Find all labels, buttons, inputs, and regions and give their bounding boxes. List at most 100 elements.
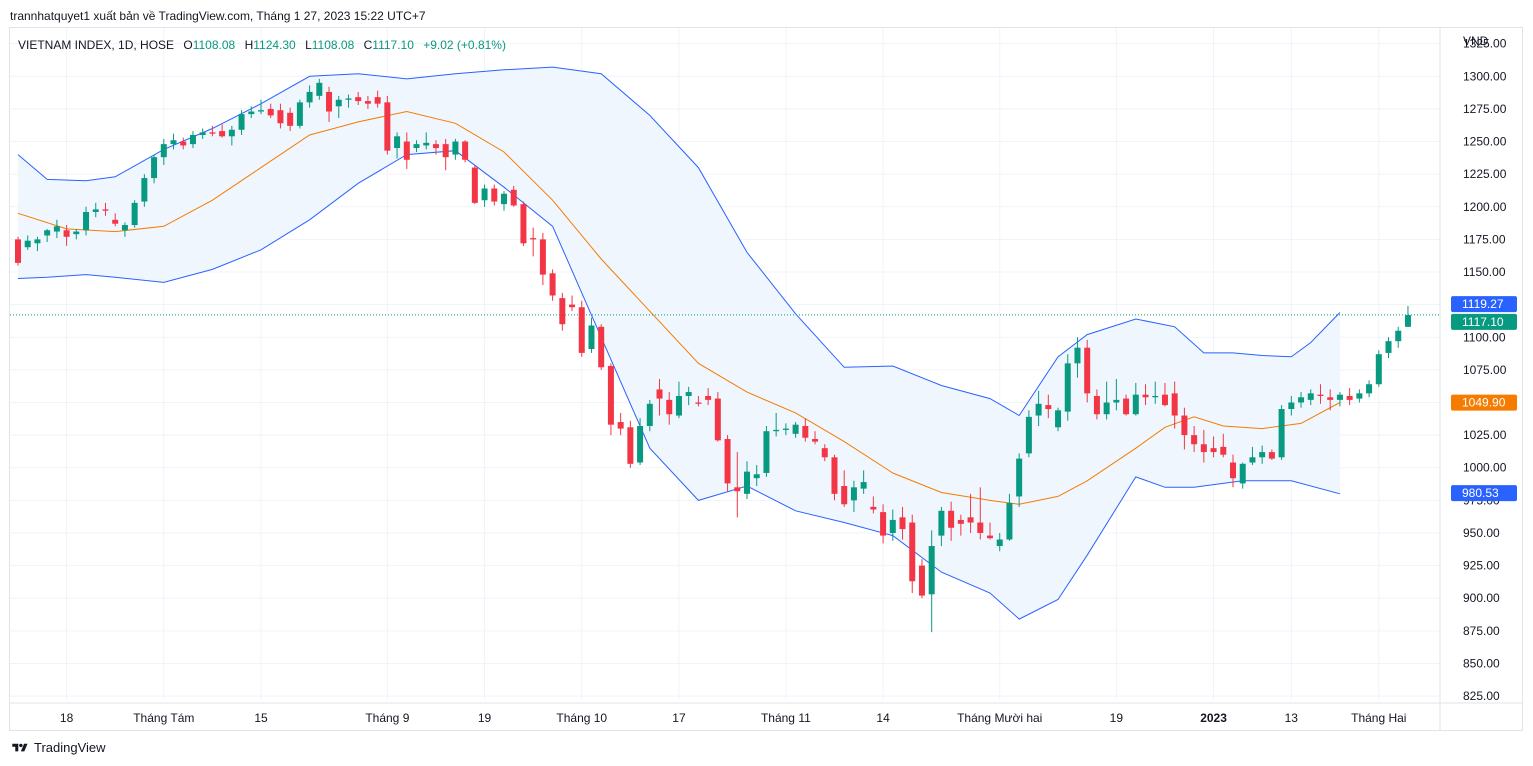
candle-body xyxy=(199,132,206,135)
candlesticks xyxy=(15,78,1411,633)
candle-body xyxy=(1181,415,1188,436)
x-tick-label: 17 xyxy=(672,711,686,725)
candle xyxy=(1006,493,1013,541)
candle-body xyxy=(1327,397,1334,400)
candle-body xyxy=(374,97,381,104)
candle-body xyxy=(413,144,420,149)
candle xyxy=(131,200,138,228)
candle-body xyxy=(219,131,226,137)
candle-body xyxy=(1113,399,1120,403)
candle-body xyxy=(92,209,99,212)
candle-body xyxy=(685,392,692,396)
x-tick-label: Tháng 11 xyxy=(761,711,811,725)
candle-body xyxy=(1268,452,1275,459)
candle xyxy=(812,431,819,445)
y-tick-label: 925.00 xyxy=(1463,559,1500,573)
candle-body xyxy=(24,240,31,248)
candle-body xyxy=(792,424,799,434)
candle xyxy=(160,138,167,166)
candle-body xyxy=(34,239,41,244)
currency-label[interactable]: VND xyxy=(1463,34,1489,48)
open-label: O xyxy=(183,38,193,52)
candle-body xyxy=(1161,394,1168,406)
candle-body xyxy=(73,231,80,235)
candle xyxy=(345,94,352,108)
candle xyxy=(899,506,906,540)
candle xyxy=(374,90,381,108)
y-tick-label: 1200.00 xyxy=(1463,200,1507,214)
candle-body xyxy=(287,112,294,126)
candle xyxy=(1132,382,1139,416)
candle-body xyxy=(15,239,21,263)
candle xyxy=(296,99,303,129)
candle-body xyxy=(403,141,410,160)
candle xyxy=(987,522,993,540)
candle xyxy=(1152,381,1159,404)
candle xyxy=(1045,394,1052,419)
candle-body xyxy=(1239,463,1246,484)
candle xyxy=(530,227,537,257)
candle-body xyxy=(1220,446,1227,455)
candle xyxy=(1025,410,1032,458)
candle xyxy=(1230,454,1236,488)
footer-brand[interactable]: TradingView xyxy=(10,740,106,755)
candle xyxy=(782,423,789,436)
candle xyxy=(588,317,595,353)
basis-line xyxy=(17,110,1341,505)
candle xyxy=(209,125,216,137)
candle xyxy=(92,202,99,218)
candle xyxy=(1259,445,1266,464)
candle-body xyxy=(209,132,216,134)
low-value: 1108.08 xyxy=(311,38,355,52)
candle xyxy=(977,487,984,540)
candle xyxy=(1123,394,1130,416)
candle xyxy=(1336,392,1343,407)
x-tick-label: 2023 xyxy=(1200,711,1227,725)
candle-body xyxy=(724,439,731,484)
price-tag-bg xyxy=(1451,296,1517,313)
price-tag-bg xyxy=(1451,485,1517,502)
candle-body xyxy=(326,91,333,112)
candle xyxy=(1278,405,1285,460)
candle xyxy=(228,125,235,146)
candle-body xyxy=(267,108,274,116)
candle xyxy=(1239,462,1246,489)
candle xyxy=(724,435,731,492)
candle-body xyxy=(170,140,177,145)
candle xyxy=(189,131,196,149)
candle-body xyxy=(773,429,780,432)
candle xyxy=(267,103,274,119)
x-tick-label: 14 xyxy=(876,711,890,725)
candle-body xyxy=(870,506,877,510)
candle-body xyxy=(481,188,488,201)
candle-body xyxy=(160,144,167,158)
candle-body xyxy=(656,389,663,399)
change-value: +9.02 (+0.81%) xyxy=(423,38,506,52)
candle-body xyxy=(909,522,916,582)
symbol-title[interactable]: VIETNAM INDEX, 1D, HOSE xyxy=(18,38,175,52)
candle-body xyxy=(1152,395,1159,398)
candle xyxy=(442,138,449,171)
candle-body xyxy=(1016,458,1023,497)
candle-body xyxy=(1395,330,1402,342)
candle-body xyxy=(1171,393,1178,416)
high-label: H xyxy=(244,38,254,52)
candle xyxy=(1035,390,1042,426)
candle xyxy=(248,106,255,119)
symbol-legend: VIETNAM INDEX, 1D, HOSE O1108.08 H1124.3… xyxy=(18,38,506,52)
candle-body xyxy=(180,141,187,146)
upper-band-line xyxy=(17,66,1341,417)
candle-body xyxy=(1385,341,1392,353)
candle-body xyxy=(335,99,342,107)
candle xyxy=(238,110,245,135)
x-tick-label: Tháng Mười hai xyxy=(957,711,1042,725)
candle xyxy=(714,392,721,442)
candle-body xyxy=(1278,409,1285,458)
candle xyxy=(44,228,51,242)
candle-body xyxy=(918,565,925,596)
y-tick-label: 1275.00 xyxy=(1463,102,1507,116)
candle-body xyxy=(1123,398,1130,415)
candle-body xyxy=(1074,347,1081,364)
candle-body xyxy=(1317,394,1324,396)
